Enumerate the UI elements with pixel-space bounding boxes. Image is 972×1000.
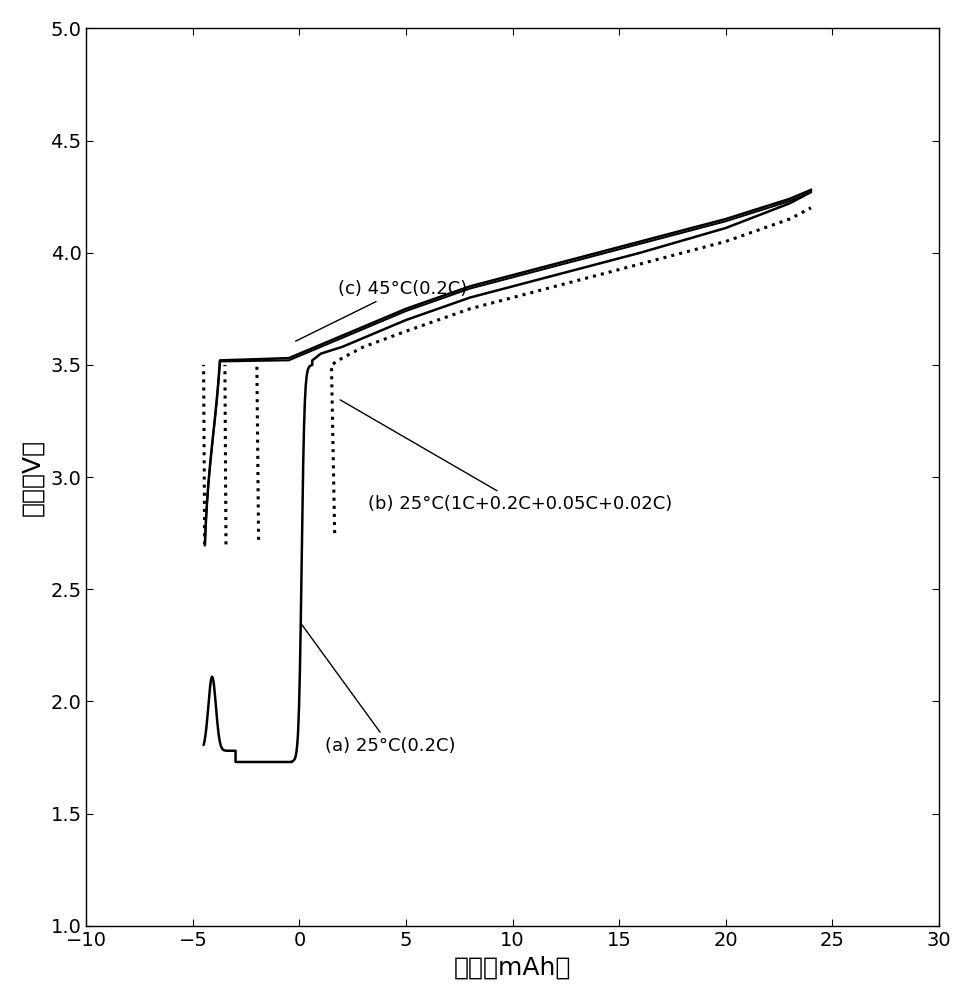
Text: (b) 25°C(1C+0.2C+0.05C+0.02C): (b) 25°C(1C+0.2C+0.05C+0.02C) — [340, 400, 672, 513]
Text: (c) 45°C(0.2C): (c) 45°C(0.2C) — [295, 280, 468, 341]
Text: (a) 25°C(0.2C): (a) 25°C(0.2C) — [302, 625, 456, 755]
Y-axis label: 電圧（V）: 電圧（V） — [20, 438, 45, 516]
X-axis label: 容量（mAh）: 容量（mAh） — [454, 955, 572, 979]
